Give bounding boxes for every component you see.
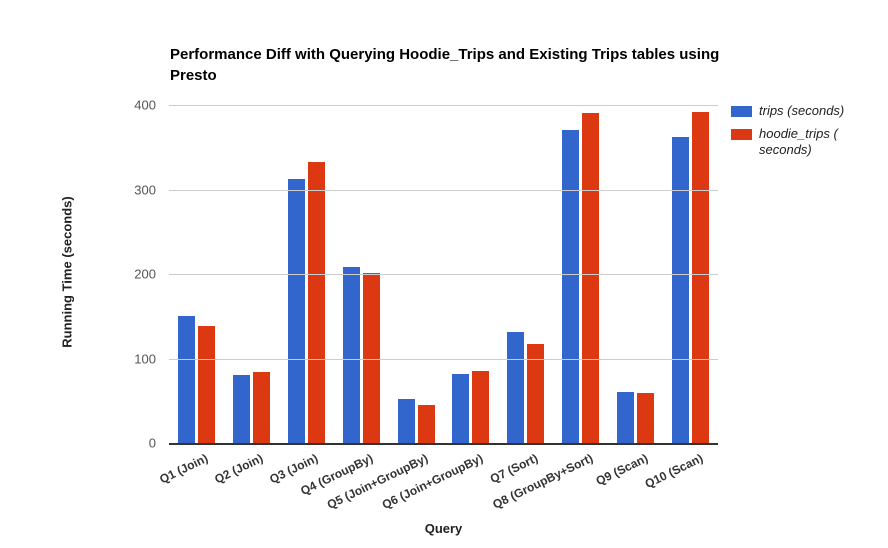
y-tick-label: 300 — [134, 182, 156, 197]
bar-trips-q6 — [452, 373, 470, 443]
bar-group-9 — [608, 105, 663, 443]
bar-group-4 — [334, 105, 389, 443]
bar-trips-q10 — [672, 137, 690, 443]
y-tick-label: 0 — [148, 435, 156, 451]
x-axis-labels: Q1 (Join) Q2 (Join) Q3 (Join) Q4 (GroupBy) Q… — [158, 451, 718, 526]
legend-item-trips: trips (seconds) — [731, 103, 876, 119]
y-axis-title: Running Time (seconds) — [59, 196, 75, 348]
bar-hoodie_trips-q9 — [637, 393, 655, 443]
bar-hoodie_trips-q6 — [472, 371, 490, 443]
bar-hoodie_trips-q2 — [252, 372, 270, 443]
bar-hoodie_trips-q3 — [307, 162, 325, 443]
bar-hoodie_trips-q4 — [362, 273, 380, 443]
x-tick-label: Q9 (Scan) — [593, 451, 650, 489]
bar-group-7 — [498, 105, 553, 443]
legend-swatch-hoodie-trips — [731, 129, 752, 140]
x-tick-label: Q2 (Join) — [212, 451, 266, 487]
y-tick-label: 100 — [134, 351, 156, 366]
gridline — [169, 189, 718, 191]
bar-group-5 — [389, 105, 444, 443]
bar-hoodie_trips-q10 — [692, 111, 710, 443]
x-tick-label: Q8 (GroupBy+Sort) — [490, 451, 595, 512]
legend-label-hoodie-trips: hoodie_trips ( seconds) — [759, 126, 838, 157]
legend-label-trips: trips (seconds) — [759, 103, 845, 118]
legend-swatch-trips — [731, 106, 752, 117]
gridline — [169, 358, 718, 360]
bar-trips-q7 — [507, 332, 525, 443]
bar-hoodie_trips-q1 — [197, 326, 215, 443]
bar-hoodie_trips-q7 — [527, 344, 545, 443]
bar-hoodie_trips-q8 — [582, 113, 600, 443]
chart-title: Performance Diff with Querying Hoodie_Tr… — [170, 46, 720, 84]
bar-group-1 — [169, 105, 224, 443]
gridline — [169, 274, 718, 275]
bar-trips-q8 — [562, 130, 580, 443]
x-tick-label: Q1 (Join) — [157, 451, 211, 487]
bar-trips-q3 — [287, 178, 305, 443]
bar-group-8 — [553, 105, 608, 443]
bar-trips-q1 — [177, 316, 195, 443]
bar-group-10 — [663, 105, 718, 443]
x-axis-title: Query — [424, 521, 463, 536]
bar-group-6 — [444, 105, 499, 443]
bar-group-2 — [224, 105, 279, 443]
bars-row — [169, 105, 718, 443]
bar-trips-q5 — [397, 399, 415, 443]
x-tick-label: Q10 (Scan) — [642, 451, 705, 492]
y-tick-label: 400 — [134, 97, 156, 113]
bar-group-3 — [279, 105, 334, 443]
legend-item-hoodie-trips: hoodie_trips ( seconds) — [731, 126, 876, 158]
bar-hoodie_trips-q5 — [417, 404, 435, 443]
bar-trips-q4 — [342, 267, 360, 443]
bar-trips-q9 — [617, 392, 635, 443]
plot-area: 0 100 200 300 400 — [134, 98, 718, 451]
legend: trips (seconds) hoodie_trips ( seconds) — [731, 103, 876, 165]
bar-trips-q2 — [232, 375, 250, 443]
x-tick-label: Q6 (Join+GroupBy) — [379, 451, 486, 512]
gridline — [169, 105, 718, 106]
y-tick-label: 200 — [134, 266, 156, 282]
